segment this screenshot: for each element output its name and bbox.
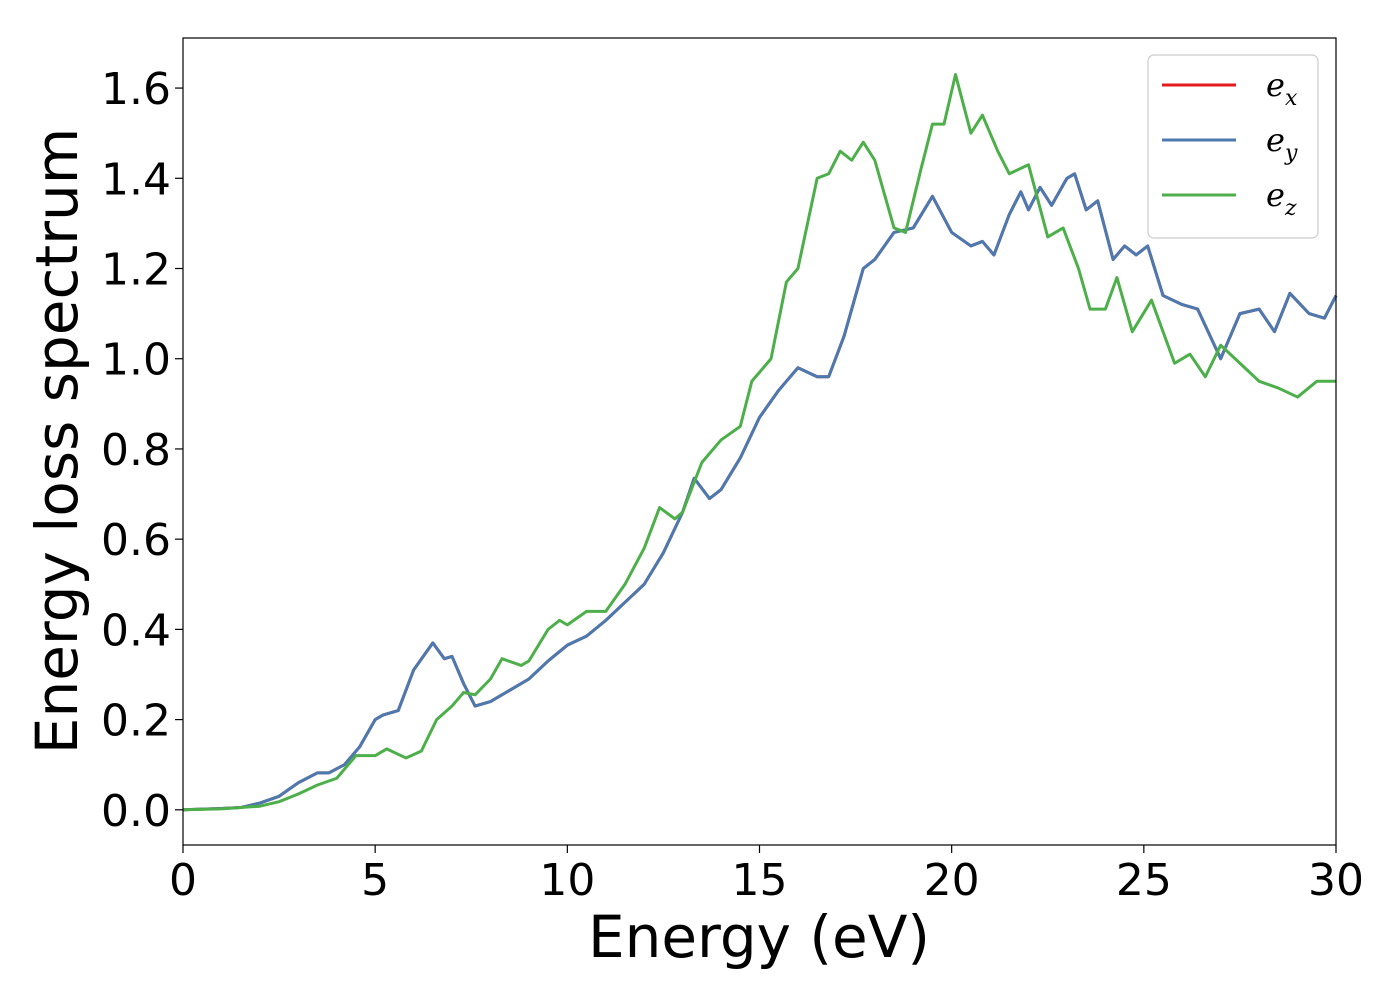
legend-label: ez — [1266, 176, 1297, 221]
x-tick-label: 5 — [361, 855, 389, 906]
y-tick-label: 1.6 — [101, 64, 171, 115]
y-tick-label: 1.0 — [101, 335, 171, 386]
x-tick-label: 10 — [539, 855, 595, 906]
legend-label-sub: y — [1284, 141, 1298, 166]
x-tick-label: 30 — [1308, 855, 1364, 906]
y-tick-label: 1.4 — [101, 154, 171, 205]
y-tick-label: 0.8 — [101, 425, 171, 476]
y-tick-label: 0.0 — [101, 786, 171, 837]
legend-label-base: e — [1266, 176, 1285, 214]
legend-label: ey — [1266, 121, 1298, 166]
y-tick-label: 0.2 — [101, 696, 171, 747]
legend-label-base: e — [1266, 66, 1285, 104]
y-axis-label: Energy loss spectrum — [23, 128, 91, 754]
y-tick-label: 0.4 — [101, 605, 171, 656]
legend-label-sub: z — [1284, 196, 1297, 221]
x-tick-label: 25 — [1116, 855, 1172, 906]
legend-label-base: e — [1266, 121, 1285, 159]
series-line — [182, 172, 1338, 812]
x-tick-label: 20 — [924, 855, 980, 906]
legend-box — [1147, 54, 1319, 239]
legend-label-sub: x — [1285, 86, 1298, 111]
x-tick-label: 15 — [732, 855, 788, 906]
x-tick-label: 0 — [169, 855, 197, 906]
y-tick-label: 0.6 — [101, 515, 171, 566]
series-line — [182, 73, 1336, 812]
legend-label: ex — [1266, 66, 1298, 111]
y-tick-label: 1.2 — [101, 245, 171, 296]
x-axis-label: Energy (eV) — [588, 903, 930, 971]
series-line — [182, 172, 1338, 812]
